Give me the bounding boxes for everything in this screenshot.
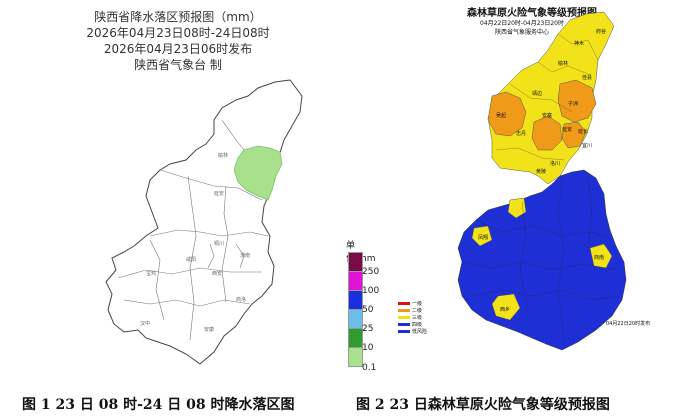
fire-risk-level2-area (531, 115, 563, 151)
county-boundary (509, 83, 573, 113)
fire-map-period: 04月22日20时-04月23日20时 (480, 20, 564, 27)
fire-legend-swatch-level2 (398, 309, 410, 312)
map-label: 安康 (204, 327, 215, 333)
map-label: 延安 (562, 127, 573, 133)
legend-swatch-25 (348, 309, 363, 329)
map-label: 西乡 (500, 307, 511, 313)
city-boundary (235, 243, 245, 269)
fire-map-title: 森林草原火险气象等级预报图 (467, 8, 597, 19)
precipitation-map-panel: 陕西省降水落区预报图（mm） 2026年04月23日08时-24日08时 202… (0, 0, 379, 388)
fire-risk-level3-area (507, 197, 527, 219)
precip-map-issuer: 陕西省气象台 制 (134, 58, 222, 72)
map-label: 佳县 (582, 75, 593, 81)
map-label: 铜川 (214, 241, 225, 247)
county-boundary (475, 219, 613, 241)
city-boundary (187, 175, 197, 341)
fire-risk-map-panel: 森林草原火险气象等级预报图 04月22日20时-04月23日20时 陕西省气象服… (392, 0, 697, 388)
legend-value: 50 (362, 305, 374, 315)
fire-legend-swatch-level3 (398, 316, 410, 319)
map-label: 宜川 (582, 143, 593, 149)
figure-2-caption: 图 2 23 日森林草原火险气象等级预报图 (356, 397, 610, 413)
map-label: 汉中 (140, 321, 151, 327)
map-label: 咸阳 (186, 257, 197, 263)
map-label: 延长 (578, 129, 589, 135)
county-boundary (495, 147, 565, 161)
precip-map-title: 陕西省降水落区预报图（mm） (94, 10, 262, 24)
map-label: 凤翔 (478, 235, 489, 241)
city-boundary (221, 185, 229, 303)
map-label: 榆林 (558, 61, 569, 67)
fire-legend-swatch-low-risk (398, 330, 410, 333)
map-label: 神木 (574, 41, 585, 47)
map-label: 商洛 (236, 297, 247, 303)
map-label: 府谷 (596, 29, 607, 35)
map-label: 黄陵 (536, 169, 547, 175)
legend-value: 25 (362, 324, 374, 334)
fire-risk-level2-area (561, 121, 587, 149)
map-label: 榆林 (218, 153, 229, 159)
fire-legend-swatch-level4 (398, 323, 410, 326)
city-boundary (149, 229, 269, 237)
fire-risk-level3-area (491, 293, 521, 321)
rain-area-0.1mm (233, 145, 283, 201)
fire-legend-label: 四级 (412, 322, 423, 328)
city-boundary (207, 243, 215, 269)
shaanxi-outline (105, 79, 303, 365)
fire-legend-label: 一级 (412, 301, 423, 307)
map-label: 延安 (214, 191, 225, 197)
shaanxi-fire-risk-map (457, 11, 627, 351)
map-label: 渭南 (240, 253, 251, 259)
legend-swatch-100 (348, 271, 363, 291)
map-label: 安塞 (542, 113, 553, 119)
fire-map-issue-time: 04月22日20时发布 (606, 321, 651, 327)
fire-legend-swatch-level1 (398, 302, 410, 305)
figure-1-caption: 图 1 23 日 08 时-24 日 08 时降水落区图 (22, 397, 295, 413)
map-label: 洛川 (550, 161, 561, 167)
map-label: 志丹 (516, 131, 527, 137)
city-boundary (123, 299, 251, 307)
fire-risk-level2-area (487, 91, 527, 137)
precip-map-period: 2026年04月23日08时-24日08时 (86, 26, 270, 40)
city-boundary (221, 119, 245, 151)
county-boundary (537, 61, 589, 75)
county-boundary (557, 179, 565, 341)
city-boundary (117, 267, 262, 279)
legend-value: 250 (362, 267, 380, 277)
map-label: 商南 (594, 255, 605, 261)
city-boundary (149, 239, 165, 321)
shaanxi-precip-map (105, 79, 303, 365)
city-boundary (159, 169, 263, 201)
fire-risk-level3-area (471, 225, 493, 247)
legend-value: 10 (362, 343, 374, 353)
map-label: 宝鸡 (146, 271, 157, 277)
fire-map-issuer: 陕西省气象服务中心 (494, 29, 549, 36)
fire-risk-level3-area (589, 243, 613, 269)
fire-risk-level3-area (487, 11, 615, 185)
fire-legend-label: 三级 (412, 315, 423, 321)
legend-swatch-10 (348, 328, 363, 348)
legend-swatch-50 (348, 290, 363, 310)
legend-swatch-250 (348, 252, 363, 272)
precip-map-issued: 2026年04月23日06时发布 (103, 42, 253, 56)
map-label: 吴起 (496, 113, 507, 119)
county-boundary (519, 201, 529, 311)
map-label: 西安 (212, 271, 223, 277)
county-boundary (461, 261, 619, 271)
legend-swatch-0.1 (348, 347, 363, 367)
legend-value: 100 (362, 286, 380, 296)
legend-value: 0.1 (362, 363, 377, 373)
fire-legend-label: 二级 (412, 308, 423, 314)
fire-legend-label: 低风险 (412, 329, 428, 335)
county-boundary (557, 33, 599, 61)
map-label: 子洲 (568, 101, 579, 107)
county-boundary (587, 175, 593, 251)
fire-risk-level2-area (557, 79, 597, 123)
county-boundary (471, 289, 619, 301)
map-label: 靖边 (532, 91, 543, 97)
